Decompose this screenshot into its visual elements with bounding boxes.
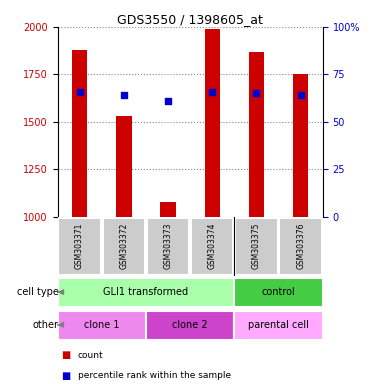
- Bar: [116, 116, 132, 217]
- Text: GSM303374: GSM303374: [208, 222, 217, 269]
- Text: cell type: cell type: [17, 287, 58, 297]
- Text: clone 1: clone 1: [84, 320, 119, 330]
- Bar: [103, 218, 145, 275]
- Bar: [58, 218, 101, 275]
- Bar: [234, 278, 323, 308]
- Text: GSM303373: GSM303373: [164, 222, 173, 269]
- Bar: [72, 50, 87, 217]
- Text: GSM303371: GSM303371: [75, 222, 84, 269]
- Text: other: other: [32, 320, 58, 330]
- Text: GSM303372: GSM303372: [119, 222, 128, 269]
- Point: [253, 90, 259, 96]
- Text: clone 2: clone 2: [172, 320, 208, 330]
- Text: parental cell: parental cell: [248, 320, 309, 330]
- Bar: [249, 51, 264, 217]
- Bar: [293, 74, 308, 217]
- Text: control: control: [262, 287, 295, 297]
- Bar: [58, 278, 234, 308]
- Text: GSM303375: GSM303375: [252, 222, 261, 269]
- Text: GSM303376: GSM303376: [296, 222, 305, 269]
- Point: [298, 92, 303, 98]
- Point: [77, 88, 83, 94]
- Bar: [147, 218, 189, 275]
- Bar: [160, 202, 176, 217]
- Text: percentile rank within the sample: percentile rank within the sample: [78, 371, 231, 380]
- Text: ■: ■: [61, 350, 70, 360]
- Bar: [191, 218, 233, 275]
- Point: [209, 88, 215, 94]
- Bar: [146, 311, 234, 340]
- Text: GLI1 transformed: GLI1 transformed: [104, 287, 188, 297]
- Point: [121, 92, 127, 98]
- Bar: [234, 311, 323, 340]
- Point: [165, 98, 171, 104]
- Text: ■: ■: [61, 371, 70, 381]
- Bar: [279, 218, 322, 275]
- Title: GDS3550 / 1398605_at: GDS3550 / 1398605_at: [117, 13, 263, 26]
- Bar: [235, 218, 278, 275]
- Bar: [204, 29, 220, 217]
- Bar: [58, 311, 146, 340]
- Text: count: count: [78, 351, 104, 360]
